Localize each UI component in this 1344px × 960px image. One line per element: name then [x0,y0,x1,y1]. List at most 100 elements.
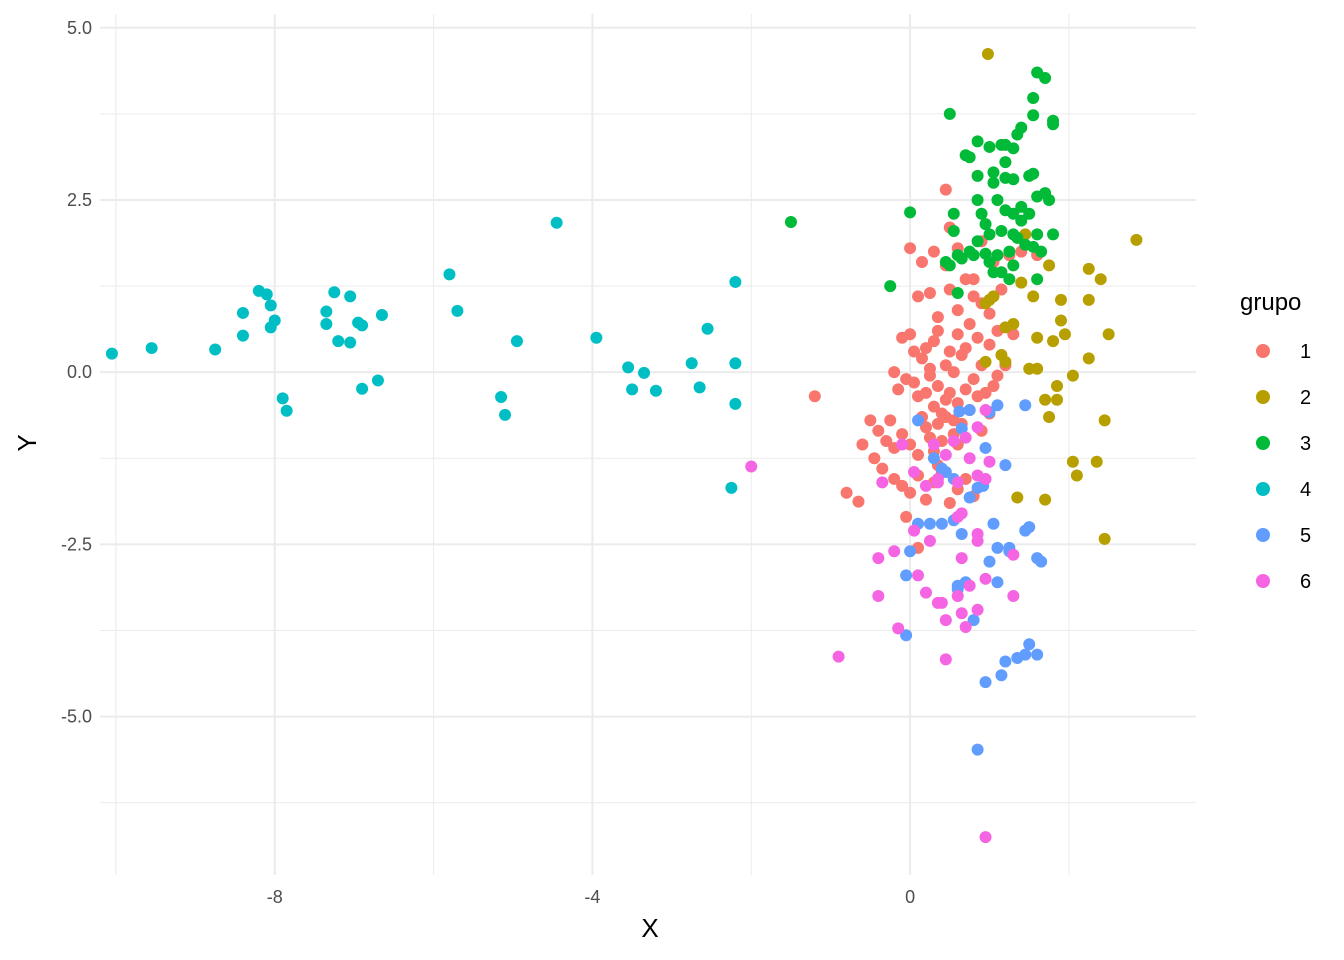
point-grupo-3 [943,259,956,272]
point-grupo-1 [908,376,921,389]
point-grupo-1 [971,331,984,344]
point-grupo-6 [963,579,976,592]
point-grupo-2 [1039,493,1052,506]
point-grupo-6 [979,572,992,585]
point-grupo-1 [876,462,889,475]
point-grupo-6 [959,621,972,634]
point-grupo-6 [896,438,909,451]
point-grupo-6 [931,472,944,485]
point-grupo-6 [876,476,889,489]
point-grupo-5 [923,517,936,530]
point-grupo-2 [1082,262,1095,275]
point-grupo-4 [550,216,563,229]
point-grupo-4 [590,331,603,344]
point-grupo-6 [1007,548,1020,561]
point-grupo-2 [979,355,992,368]
point-grupo-2 [1015,276,1028,289]
point-grupo-1 [884,414,897,427]
point-grupo-6 [947,435,960,448]
point-grupo-4 [145,342,158,355]
point-grupo-5 [955,422,968,435]
point-grupo-1 [916,352,928,365]
point-grupo-6 [919,479,932,492]
point-grupo-4 [356,382,369,395]
point-grupo-6 [971,534,984,547]
point-grupo-6 [923,534,936,547]
point-grupo-3 [1027,167,1040,180]
point-grupo-2 [1066,455,1079,468]
point-grupo-6 [888,545,901,558]
point-grupo-1 [959,342,972,355]
point-grupo-3 [1027,92,1040,105]
point-grupo-3 [987,176,1000,189]
point-grupo-4 [499,408,512,421]
legend: grupo 1 2 3 4 5 6 [1240,289,1311,593]
point-grupo-5 [999,655,1012,668]
point-grupo-6 [872,552,885,565]
point-grupo-4 [510,335,523,348]
point-grupo-2 [999,321,1012,334]
point-grupo-4 [638,366,651,379]
point-grupo-1 [939,359,952,372]
point-grupo-2 [1070,469,1083,482]
point-grupo-4 [344,290,357,303]
point-grupo-6 [935,596,948,609]
point-grupo-2 [999,355,1012,368]
point-grupo-1 [868,452,881,465]
point-grupo-1 [951,304,964,317]
point-grupo-5 [1035,555,1048,568]
point-grupo-1 [947,366,960,379]
point-grupo-3 [991,193,1004,206]
point-grupo-4 [332,335,345,348]
point-grupo-4 [693,381,706,394]
point-grupo-1 [991,369,1004,382]
point-grupo-2 [1043,259,1056,272]
point-grupo-1 [983,338,996,351]
point-grupo-3 [983,255,996,268]
point-grupo-3 [983,140,996,153]
y-axis-ticks: 5.0 2.5 0.0 -2.5 -5.0 [61,18,92,727]
point-grupo-5 [953,405,966,418]
point-grupo-5 [999,459,1012,472]
point-grupo-3 [995,266,1008,279]
point-grupo-5 [979,441,992,454]
point-grupo-1 [808,390,821,403]
point-grupo-6 [912,569,925,582]
point-grupo-3 [971,193,984,206]
point-grupo-1 [904,486,917,499]
point-grupo-1 [864,414,877,427]
point-grupo-6 [939,653,952,666]
point-grupo-4 [622,361,635,374]
legend-label-grupo-2: 2 [1300,387,1311,409]
x-tick-label: 0 [905,887,915,907]
grid [100,14,1196,875]
point-grupo-6 [955,507,968,520]
point-grupo-2 [1098,414,1111,427]
point-grupo-1 [959,273,972,286]
legend-key-grupo-3 [1256,436,1270,450]
point-grupo-6 [963,452,976,465]
point-grupo-1 [983,307,996,320]
point-grupo-4 [626,383,639,396]
point-grupo-1 [904,242,917,255]
point-grupo-3 [947,207,960,220]
point-grupo-2 [1054,314,1067,327]
legend-key-grupo-5 [1256,528,1270,542]
point-grupo-3 [979,218,992,231]
legend-key-grupo-4 [1256,482,1270,496]
point-grupo-6 [971,421,984,434]
point-grupo-5 [900,569,913,582]
point-grupo-4 [328,286,341,299]
point-grupo-2 [981,47,994,60]
point-grupo-6 [955,607,968,620]
point-grupo-4 [264,321,277,334]
point-grupo-1 [872,424,885,437]
point-grupo-6 [908,524,921,537]
point-grupo-1 [951,328,964,341]
point-grupo-5 [900,629,913,642]
point-grupo-1 [995,283,1008,296]
point-grupo-2 [1102,328,1115,341]
point-grupo-5 [995,669,1008,682]
point-grupo-4 [729,397,742,410]
